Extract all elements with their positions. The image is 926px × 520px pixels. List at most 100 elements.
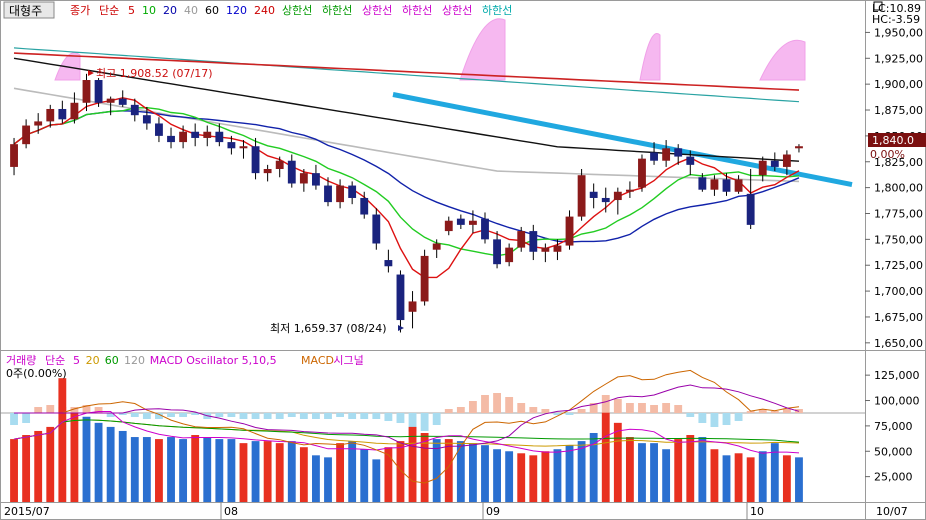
oscillator-bar [493, 393, 501, 413]
volume-bar [106, 426, 115, 502]
oscillator-bar [10, 413, 18, 425]
candle-body [179, 131, 188, 143]
candle-body [408, 301, 417, 312]
oscillator-bar [155, 413, 163, 419]
oscillator-bar [746, 411, 755, 413]
volume-axis-labels: 125,000 100,000 75,000 50,000 25,000 [865, 369, 920, 484]
oscillator-bar [686, 413, 695, 417]
oscillator-bar [577, 409, 586, 413]
oscillator-bar [505, 397, 514, 413]
volume-legend-item: 시그널 [333, 354, 363, 367]
title-box[interactable] [3, 1, 55, 19]
volume-bar [130, 437, 139, 502]
low-arrow-icon [398, 325, 404, 331]
oscillator-bar [360, 413, 369, 419]
candle-body [589, 191, 598, 198]
candle-body [613, 191, 622, 201]
volume-bar [227, 439, 236, 502]
candle-body [348, 185, 357, 198]
date-label: 08 [224, 505, 238, 518]
oscillator-bar [613, 399, 622, 413]
candle-body [10, 144, 18, 167]
candle-body [770, 160, 779, 167]
oscillator-bar [299, 413, 308, 419]
oscillator-bar [251, 413, 260, 419]
volume-bar [589, 432, 598, 502]
candle-body [130, 104, 139, 116]
envelope-band-layer [54, 18, 806, 81]
oscillator-bar [106, 413, 115, 417]
volume-bar [167, 437, 175, 502]
oscillator-bar [70, 407, 79, 413]
oscillator-bar [118, 413, 127, 415]
oscillator-bar [348, 413, 357, 419]
signal-line [14, 384, 800, 450]
trendline-layer [392, 92, 853, 187]
oscillator-bar [384, 413, 393, 421]
candle-body [46, 108, 55, 122]
candle-body [758, 160, 767, 176]
volume-bar [384, 447, 393, 502]
candle-body [686, 156, 695, 165]
current-price-tag [868, 133, 926, 147]
legend-item: 60 [205, 4, 219, 17]
candle-body [601, 197, 610, 203]
candle-body [227, 142, 236, 149]
oscillator-bar [167, 413, 175, 417]
ma120-line [13, 47, 800, 103]
volume-legend-item: 120 [124, 354, 145, 367]
close-icon[interactable] [873, 1, 883, 11]
volume-bar [565, 445, 574, 502]
oscillator-bar [432, 413, 441, 425]
candle-body [625, 189, 634, 192]
volume-tick-label: 100,000 [874, 395, 920, 408]
candle-body [795, 146, 803, 149]
legend-item: 단순 [99, 4, 119, 17]
volume-legend-item: 단순 [45, 354, 65, 367]
oscillator-bar [625, 403, 634, 413]
price-tick-label: 1,875,00 [874, 104, 923, 117]
volume-bar [34, 430, 43, 502]
volume-bar [312, 455, 320, 502]
volume-bar [541, 451, 550, 502]
candle-body [746, 193, 755, 225]
volume-bar [70, 412, 79, 502]
volume-bar [239, 443, 248, 502]
oscillator-bar [420, 413, 429, 431]
oscillator-bar [275, 413, 284, 419]
candle-body [251, 146, 260, 174]
volume-bar [420, 432, 429, 502]
oscillator-bar [722, 413, 731, 425]
volume-bar [686, 435, 695, 502]
oscillator-bar [46, 405, 55, 413]
volume-ma5-line [13, 411, 800, 454]
envelope-hump [459, 18, 506, 81]
price-tick-label: 1,825,00 [874, 156, 923, 169]
candle-body [360, 197, 369, 215]
volume-bar [529, 455, 538, 502]
oscillator-bar [565, 413, 574, 415]
candle-body [82, 80, 91, 103]
oscillator-bar [287, 413, 296, 417]
volume-bar [553, 449, 562, 502]
low-annotation: 최저 1,659.37 (08/24) [270, 322, 387, 335]
price-legend: 종가 단순 5 10 20 40 60 120 240 상한선 하한선 상한선 하한선 상한선 하한선 [70, 3, 512, 17]
candle-body [710, 179, 719, 190]
legend-item: 20 [163, 4, 177, 17]
volume-legend-item: 20 [86, 354, 100, 367]
candle-body [106, 98, 115, 103]
candle-body [493, 239, 501, 265]
volume-bar [299, 447, 308, 502]
candle-body [70, 102, 79, 120]
ma240-line [13, 52, 800, 91]
candle-body [481, 218, 489, 240]
candle-body [662, 148, 671, 161]
lc-readout: LC:10.89 [872, 2, 921, 15]
ma5-line [13, 97, 800, 279]
volume-bar [336, 443, 345, 502]
volume-bar [625, 437, 634, 502]
candle-body [94, 80, 103, 103]
volume-bar [505, 451, 514, 502]
candle-body [263, 168, 272, 174]
